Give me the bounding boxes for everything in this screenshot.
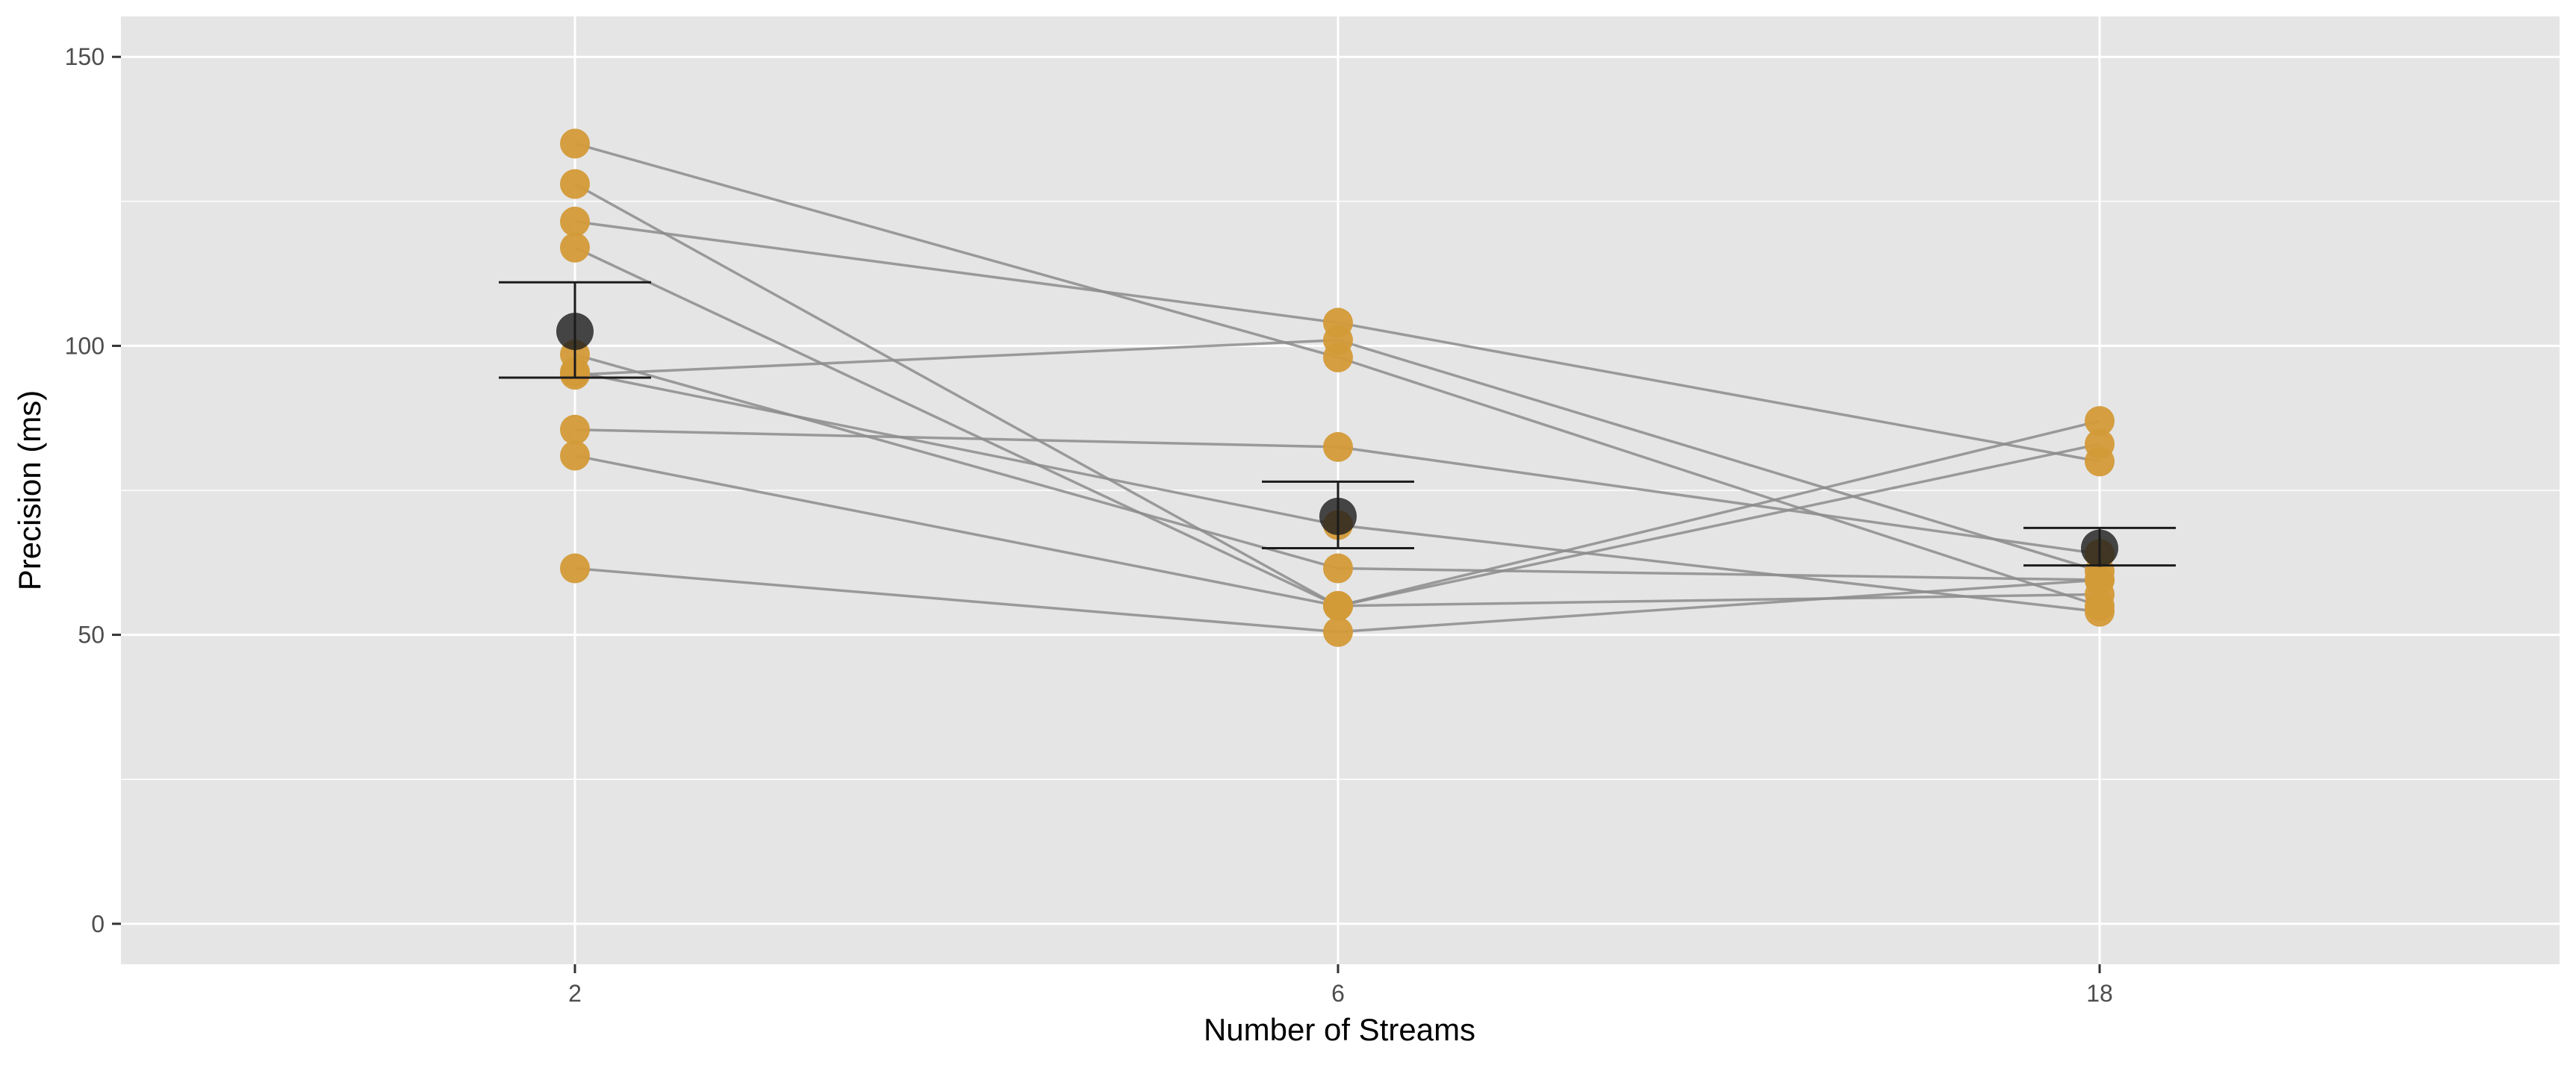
data-point <box>2085 406 2115 437</box>
data-point <box>2085 446 2115 477</box>
data-point <box>560 128 590 159</box>
y-axis-title: Precision (ms) <box>12 390 47 590</box>
data-point <box>1323 590 1353 621</box>
y-tick-label: 150 <box>65 43 105 70</box>
data-point <box>1323 616 1353 647</box>
mean-points <box>556 313 2118 567</box>
data-point <box>1323 325 1353 355</box>
y-tick-label: 100 <box>65 332 105 359</box>
y-tick-label: 0 <box>91 911 105 937</box>
mean-point <box>556 313 594 351</box>
data-point <box>560 206 590 237</box>
mean-point <box>1319 497 1357 535</box>
x-tick-label: 18 <box>2086 980 2113 1007</box>
data-point <box>560 414 590 445</box>
data-point <box>560 232 590 263</box>
x-tick-label: 6 <box>1331 980 1345 1007</box>
data-point <box>560 440 590 471</box>
x-axis-title: Number of Streams <box>1204 1012 1475 1047</box>
x-tick-label: 2 <box>568 980 582 1007</box>
error-bars <box>499 281 2176 567</box>
mean-point <box>2081 529 2118 567</box>
y-axis: 0 50 100 150 <box>65 43 121 937</box>
data-point <box>1323 553 1353 584</box>
minor-gridlines <box>121 201 2560 780</box>
x-axis: 2 6 18 <box>568 964 2113 1007</box>
y-tick-label: 50 <box>78 622 105 649</box>
data-point <box>560 169 590 199</box>
data-point <box>1323 431 1353 462</box>
data-point <box>560 553 590 584</box>
